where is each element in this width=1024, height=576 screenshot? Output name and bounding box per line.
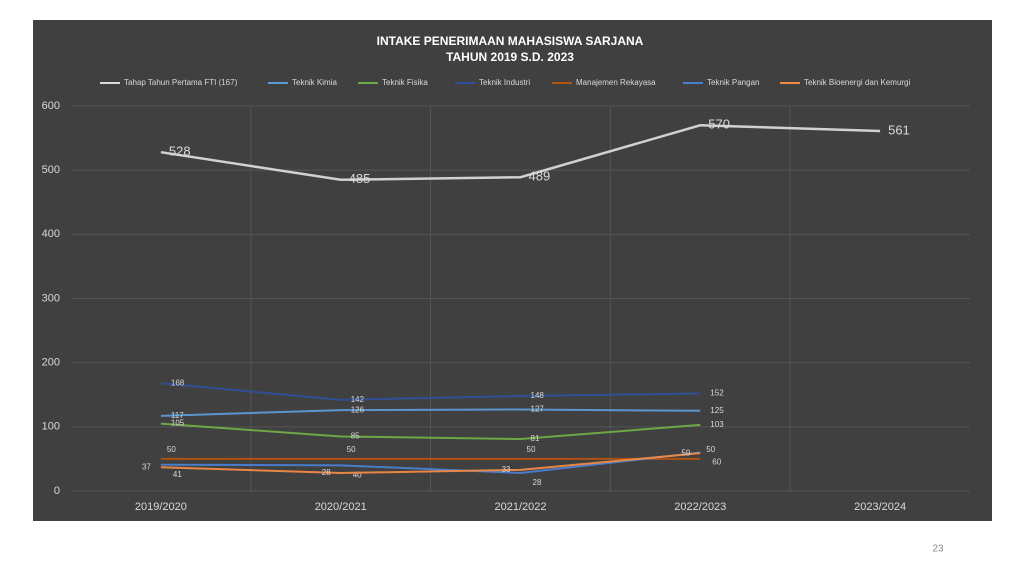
y-tick-label: 200: [42, 357, 60, 369]
x-tick-label: 2020/2021: [315, 501, 367, 513]
data-label: 41: [173, 470, 182, 479]
data-label: 40: [353, 470, 362, 479]
data-label: 168: [171, 378, 185, 387]
data-label: 50: [167, 445, 176, 454]
legend-label: Teknik Kimia: [292, 78, 337, 87]
data-label: 561: [888, 122, 910, 137]
series-line: [160, 451, 701, 475]
data-label: 103: [710, 420, 724, 429]
data-label: 117: [171, 411, 184, 420]
data-label: 50: [706, 445, 715, 454]
x-tick-label: 2022/2023: [674, 501, 726, 513]
data-label: 152: [710, 389, 724, 398]
series-line: [160, 452, 701, 475]
series-line: [160, 408, 701, 417]
data-label: 28: [322, 468, 331, 477]
data-label: 125: [710, 406, 724, 415]
chart-title: INTAKE PENERIMAAN MAHASISWA SARJANA: [377, 34, 644, 48]
data-label: 37: [142, 462, 151, 471]
y-tick-label: 400: [42, 228, 60, 240]
data-label: 570: [708, 117, 730, 132]
data-label: 127: [531, 405, 545, 414]
data-label: 105: [171, 419, 185, 428]
data-label: 33: [502, 465, 511, 474]
chart-subtitle: TAHUN 2019 S.D. 2023: [446, 50, 574, 64]
legend-label: Manajemen Rekayasa: [576, 78, 656, 87]
y-tick-label: 500: [42, 164, 60, 176]
data-label: 60: [712, 458, 721, 467]
legend-label: Tahap Tahun Pertama FTI (167): [124, 78, 238, 87]
data-label: 142: [351, 395, 365, 404]
data-label: 50: [527, 445, 536, 454]
data-label: 528: [169, 144, 191, 159]
data-label: 485: [349, 171, 371, 186]
legend-label: Teknik Industri: [479, 78, 530, 87]
legend-label: Teknik Pangan: [707, 78, 759, 87]
series-line: [160, 422, 701, 441]
x-tick-label: 2021/2022: [495, 501, 547, 513]
data-label: 59: [681, 448, 690, 457]
series-line: [160, 382, 701, 401]
data-label: 126: [351, 405, 365, 414]
series-line: [160, 123, 881, 182]
chart-background: [33, 20, 992, 521]
data-label: 81: [531, 434, 540, 443]
data-label: 50: [347, 445, 356, 454]
data-label: 85: [351, 432, 360, 441]
y-tick-label: 600: [42, 100, 60, 112]
x-tick-label: 2023/2024: [854, 501, 906, 513]
page-number: 23: [932, 544, 944, 555]
y-tick-label: 100: [42, 421, 60, 433]
data-label: 489: [529, 169, 551, 184]
y-tick-label: 0: [54, 485, 60, 497]
data-label: 148: [531, 391, 545, 400]
y-tick-label: 300: [42, 292, 60, 304]
x-tick-label: 2019/2020: [135, 501, 187, 513]
data-label: 28: [533, 478, 542, 487]
legend-label: Teknik Bioenergi dan Kemurgi: [804, 78, 911, 87]
legend-label: Teknik Fisika: [382, 78, 428, 87]
